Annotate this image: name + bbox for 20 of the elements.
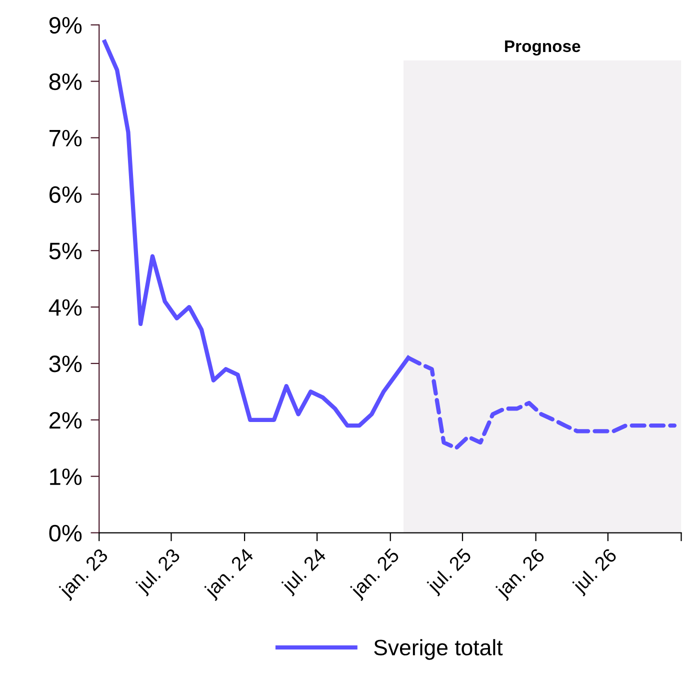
x-tick-label: jan. 25 — [348, 547, 403, 602]
y-tick-label: 8% — [49, 73, 82, 90]
y-tick-label: 0% — [49, 524, 82, 542]
y-tick-label: 5% — [49, 242, 82, 260]
x-tick-label: jul. 23 — [134, 547, 184, 596]
x-tick-label: jan. 24 — [202, 547, 257, 602]
y-tick-label: 9% — [49, 16, 82, 34]
y-tick-label: 1% — [50, 468, 82, 486]
x-tick-label: jul. 26 — [570, 547, 620, 596]
y-tick-label: 7% — [50, 130, 82, 146]
x-tick-label: jul. 24 — [280, 547, 330, 596]
x-tick-label: jul. 25 — [425, 547, 475, 596]
y-tick-label: 3% — [49, 356, 82, 372]
x-tick-label: jan. 23 — [58, 547, 112, 602]
y-tick-label: 4% — [48, 299, 82, 316]
y-tick-label: 6% — [50, 186, 82, 203]
band-label: Prognose — [505, 40, 580, 56]
legend-label: Sverige totalt — [374, 639, 503, 660]
x-tick-label: jan. 26 — [494, 547, 548, 602]
y-tick-label: 2% — [50, 412, 82, 429]
